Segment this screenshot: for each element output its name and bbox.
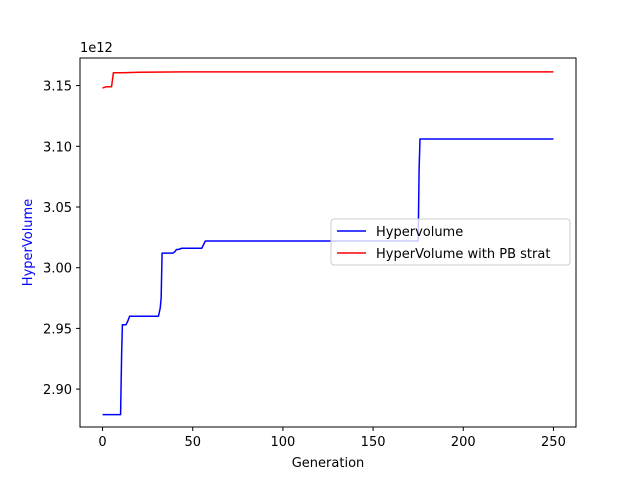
legend-label-pb-strat: HyperVolume with PB strat <box>376 247 550 262</box>
y-offset-text: 1e12 <box>80 41 113 56</box>
y-axis: 2.90 2.95 3.00 3.05 3.10 3.15 <box>43 80 80 398</box>
y-tick-label: 3.10 <box>43 140 72 155</box>
x-axis-label: Generation <box>292 456 365 471</box>
series-line-pb-strat <box>102 71 554 89</box>
y-tick-label: 3.05 <box>43 201 72 216</box>
y-tick-label: 2.95 <box>43 322 72 337</box>
y-tick-label: 3.15 <box>43 80 72 95</box>
x-tick-label: 200 <box>451 435 476 450</box>
x-tick-label: 100 <box>270 435 295 450</box>
y-axis-label: HyperVolume <box>21 199 36 286</box>
legend: Hypervolume HyperVolume with PB strat <box>330 218 571 266</box>
legend-label-hypervolume: Hypervolume <box>376 225 463 240</box>
x-tick-label: 0 <box>98 435 106 450</box>
y-tick-label: 3.00 <box>43 262 72 277</box>
x-tick-label: 50 <box>184 435 201 450</box>
series-line-hypervolume <box>102 138 554 416</box>
y-tick-label: 2.90 <box>43 383 72 398</box>
x-axis: 0 50 100 150 200 250 <box>98 427 566 450</box>
legend-box <box>330 218 571 266</box>
x-tick-label: 150 <box>361 435 386 450</box>
series-layer <box>102 71 554 416</box>
x-tick-label: 250 <box>541 435 566 450</box>
